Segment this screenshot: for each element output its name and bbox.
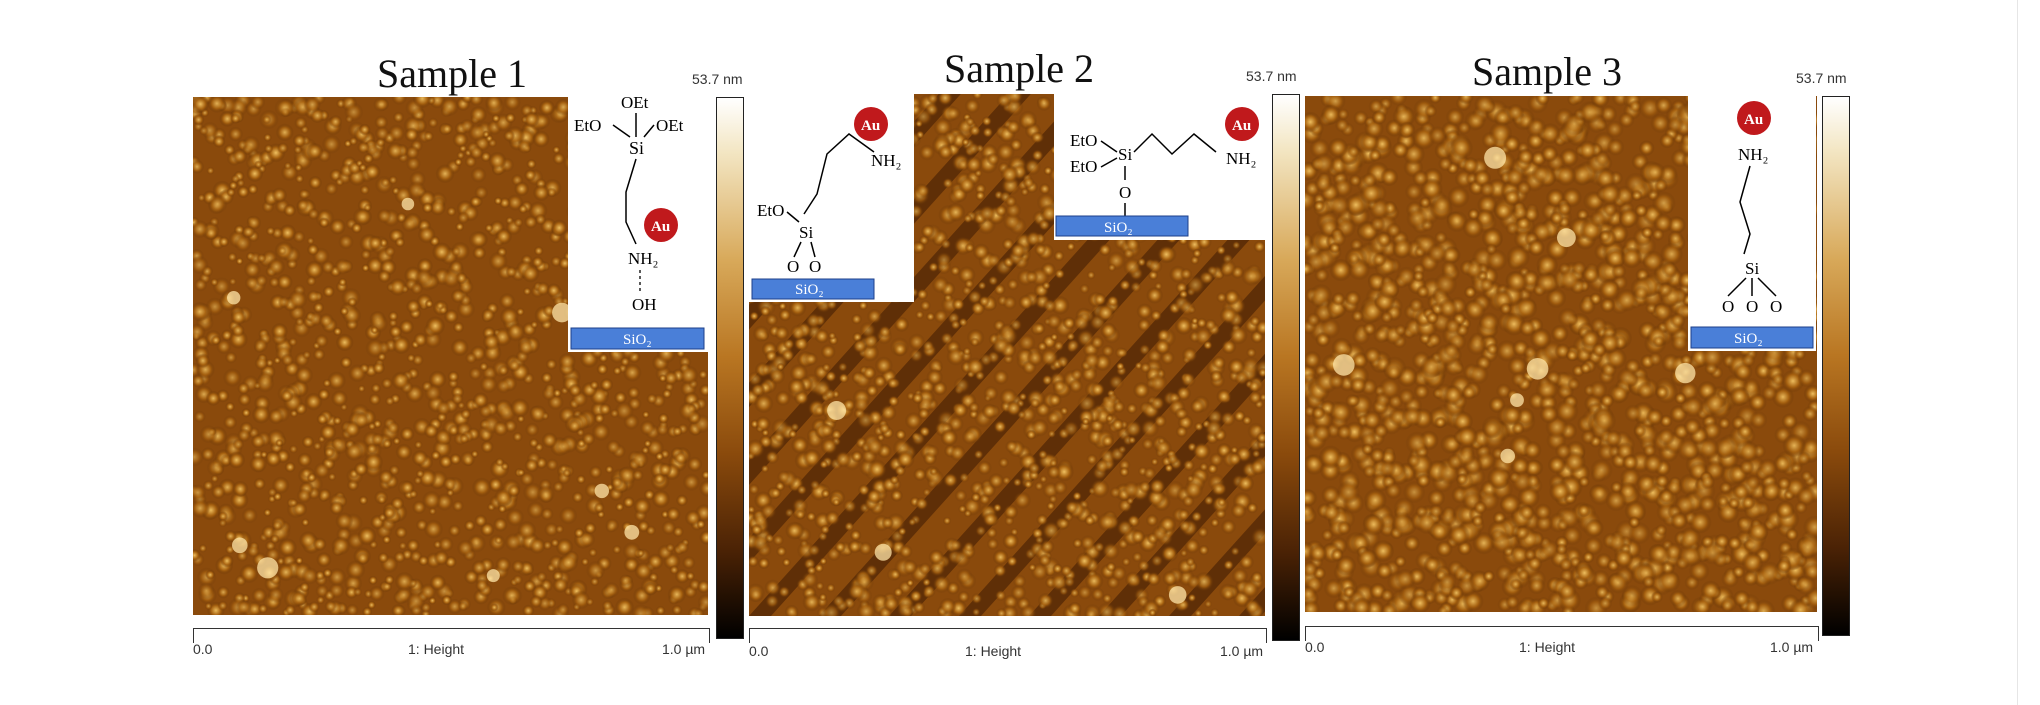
sample-2-color-scale xyxy=(1272,94,1300,641)
sample-2-axis-label: 1: Height xyxy=(965,643,1022,659)
sample-2-left-nh2: NH₂ xyxy=(871,151,901,170)
sample-3-axis-start: 0.0 xyxy=(1305,639,1325,655)
sample-2-axis-end: 1.0 µm xyxy=(1220,643,1264,659)
sample-2-right-nh2: NH₂ xyxy=(1226,149,1256,168)
sample-1-au: Au xyxy=(651,219,670,235)
sample-2-right-au: Au xyxy=(1232,118,1251,134)
sample-1-axis-label: 1: Height xyxy=(408,641,465,657)
sample-2-inset-right-structure: EtO EtO Si Au NH₂ O SiO₂ xyxy=(1054,94,1265,240)
sample-2-right-si: Si xyxy=(1118,145,1132,164)
sample-1-inset-structure: OEt EtO OEt Si Au NH₂ OH SiO₂ xyxy=(568,92,708,352)
sample-2-right-sio2: SiO₂ xyxy=(1104,220,1133,236)
sample-1-nh2: NH₂ xyxy=(628,249,658,268)
sample-2-left-o2: O xyxy=(809,257,821,276)
sample-3-scale-max: 53.7 nm xyxy=(1796,70,1847,86)
sample-2-left-sio2: SiO₂ xyxy=(795,282,824,298)
sample-1-si: Si xyxy=(629,138,644,158)
sample-3-nh2: NH₂ xyxy=(1738,145,1768,164)
sample-3-au: Au xyxy=(1744,112,1763,128)
sample-3-axis-label: 1: Height xyxy=(1519,639,1576,655)
sample-3-o1: O xyxy=(1722,297,1734,316)
sample-3-x-axis xyxy=(1305,626,1819,641)
sample-3-axis-end: 1.0 µm xyxy=(1770,639,1814,655)
sample-1-oh: OH xyxy=(632,295,657,314)
sample-2-right-o: O xyxy=(1119,183,1131,202)
sample-3-si: Si xyxy=(1745,259,1759,278)
sample-2-right-eto-2: EtO xyxy=(1070,157,1097,176)
sample-2-right-eto-1: EtO xyxy=(1070,131,1097,150)
sample-1-x-axis xyxy=(193,628,710,643)
sample-2-title: Sample 2 xyxy=(944,46,1094,91)
sample-1-sio2: SiO₂ xyxy=(623,332,652,348)
sample-3-inset-structure: Au NH₂ Si O O O SiO₂ xyxy=(1688,94,1816,351)
sample-3-o2: O xyxy=(1746,297,1758,316)
sample-2-x-axis xyxy=(749,628,1267,643)
sample-3-sio2: SiO₂ xyxy=(1734,331,1763,347)
sample-2-scale-max: 53.7 nm xyxy=(1246,68,1297,84)
sample-2-axis-start: 0.0 xyxy=(749,643,769,659)
sample-1-eto-left: EtO xyxy=(574,116,601,135)
sample-3-o3: O xyxy=(1770,297,1782,316)
sample-1-oet-top: OEt xyxy=(621,93,649,112)
sample-2-left-si: Si xyxy=(799,223,813,242)
sample-2-left-au: Au xyxy=(861,118,880,134)
sample-3-color-scale xyxy=(1822,96,1850,636)
sample-2-inset-left-structure: Au NH₂ EtO Si O O SiO₂ xyxy=(749,94,914,302)
page-edge xyxy=(2017,0,2018,705)
sample-1-oet-right: OEt xyxy=(656,116,684,135)
sample-2-left-o1: O xyxy=(787,257,799,276)
sample-2-left-eto: EtO xyxy=(757,201,784,220)
sample-3-title: Sample 3 xyxy=(1472,49,1622,94)
sample-1-axis-start: 0.0 xyxy=(193,641,213,657)
sample-1-title: Sample 1 xyxy=(377,51,527,96)
sample-1-scale-max: 53.7 nm xyxy=(692,71,743,87)
sample-1-axis-end: 1.0 µm xyxy=(662,641,706,657)
sample-1-color-scale xyxy=(716,97,744,639)
